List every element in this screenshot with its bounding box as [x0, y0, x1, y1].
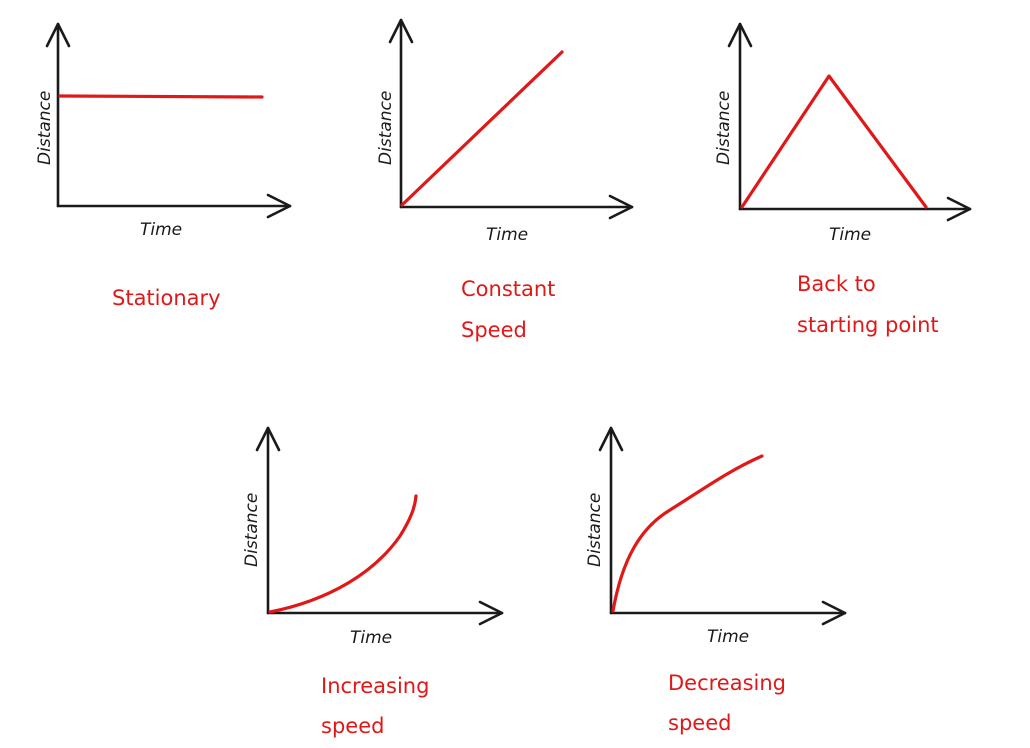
- increasing-speed-curve: [268, 494, 418, 614]
- constant-speed-line: [400, 50, 564, 207]
- caption-line-1: Decreasing: [668, 671, 786, 695]
- x-axis-arrowhead: [478, 600, 504, 626]
- graph-back-to-start: Time Distance Back to starting point: [714, 22, 972, 337]
- x-axis-label: Time: [350, 628, 392, 648]
- x-axis-label: Time: [486, 225, 528, 245]
- decreasing-speed-curve: [611, 454, 764, 613]
- y-axis-arrowhead: [727, 22, 753, 48]
- caption-line-2: starting point: [797, 313, 939, 337]
- caption-line-1: Constant: [461, 277, 555, 301]
- x-axis-arrowhead: [821, 600, 847, 626]
- caption-line-2: speed: [668, 711, 731, 735]
- y-axis-label: Distance: [35, 91, 55, 165]
- x-axis-arrowhead: [946, 196, 972, 222]
- y-axis-label: Distance: [714, 91, 734, 165]
- graph-constant-speed: Time Distance Constant Speed: [376, 18, 634, 342]
- y-axis-arrowhead: [388, 18, 414, 44]
- caption-line-2: Speed: [461, 318, 527, 342]
- y-axis-label: Distance: [242, 493, 262, 567]
- caption-line-2: speed: [321, 714, 384, 738]
- x-axis-arrowhead: [608, 194, 634, 220]
- graph-increasing-speed: Time Distance Increasing speed: [242, 426, 504, 738]
- y-axis-arrowhead: [598, 426, 624, 452]
- caption-line-1: Increasing: [321, 674, 429, 698]
- x-axis-label: Time: [707, 627, 749, 647]
- x-axis-label: Time: [140, 220, 182, 240]
- y-axis-arrowhead: [255, 426, 281, 452]
- caption-line-1: Stationary: [112, 286, 221, 310]
- graph-decreasing-speed: Time Distance Decreasing speed: [585, 426, 847, 735]
- y-axis-label: Distance: [585, 493, 605, 567]
- graph-stationary: Time Distance Stationary: [35, 22, 292, 310]
- x-axis-arrowhead: [266, 193, 292, 219]
- stationary-line: [58, 94, 264, 99]
- x-axis-label: Time: [829, 225, 871, 245]
- y-axis-label: Distance: [376, 91, 396, 165]
- rise-fall-line: [740, 74, 928, 209]
- y-axis-arrowhead: [45, 22, 71, 48]
- caption-line-1: Back to: [797, 272, 876, 296]
